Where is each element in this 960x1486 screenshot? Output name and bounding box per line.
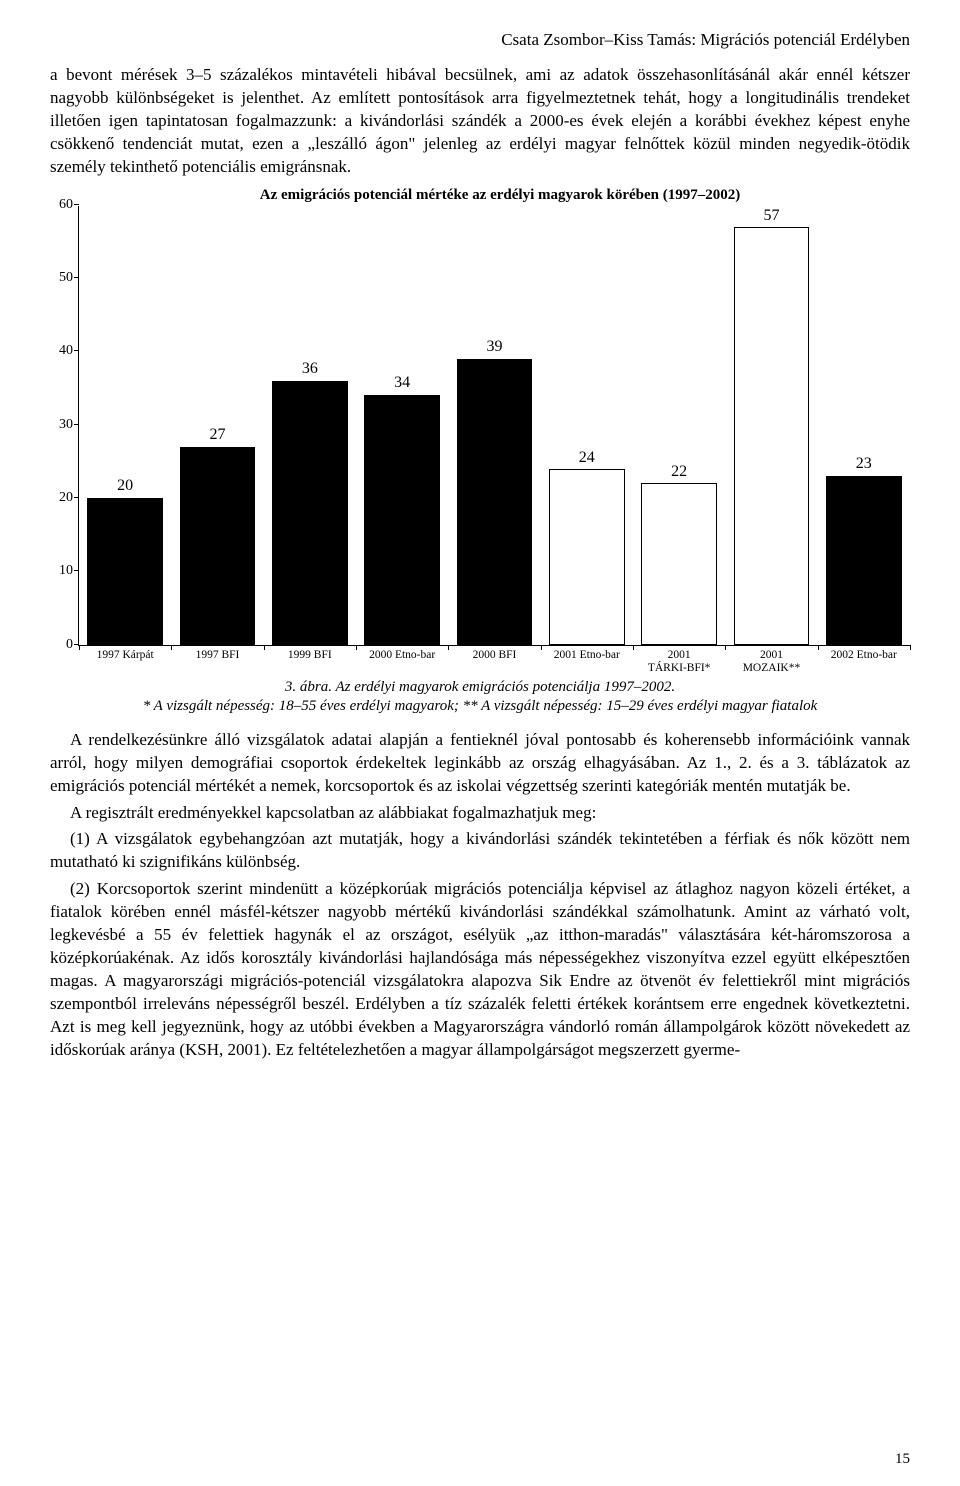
x-axis-label: 2000 BFI (473, 649, 517, 662)
x-tick (725, 645, 726, 650)
chart-bar: 27 (180, 447, 256, 645)
bar-slot: 232002 Etno-bar (818, 206, 910, 645)
bar-value-label: 23 (856, 455, 872, 473)
chart-plot-area: 201997 Kárpát271997 BFI361999 BFI342000 … (78, 206, 910, 646)
chart-bar: 57 (734, 227, 810, 645)
chart-bars-row: 201997 Kárpát271997 BFI361999 BFI342000 … (79, 206, 910, 645)
y-tick (74, 570, 79, 571)
bar-slot: 271997 BFI (171, 206, 263, 645)
page-number: 15 (895, 1451, 910, 1468)
x-tick (79, 645, 80, 650)
bar-slot: 222001TÁRKI-BFI* (633, 206, 725, 645)
bar-value-label: 27 (209, 426, 225, 444)
y-tick (74, 350, 79, 351)
bar-slot: 242001 Etno-bar (541, 206, 633, 645)
chart-caption: 3. ábra. Az erdélyi magyarok emigrációs … (50, 678, 910, 717)
body-paragraph-4: (1) A vizsgálatok egybehangzóan azt muta… (50, 828, 910, 874)
x-tick (171, 645, 172, 650)
x-tick (448, 645, 449, 650)
body-paragraph-3: A regisztrált eredményekkel kapcsolatban… (50, 802, 910, 825)
x-tick (264, 645, 265, 650)
y-axis-label: 0 (66, 637, 79, 653)
y-tick (74, 277, 79, 278)
x-axis-label: 1999 BFI (288, 649, 332, 662)
chart-bar: 22 (641, 483, 717, 644)
x-axis-label: 2001TÁRKI-BFI* (648, 649, 711, 675)
x-tick (633, 645, 634, 650)
y-tick (74, 204, 79, 205)
chart-bar: 39 (457, 359, 533, 645)
x-axis-label: 2002 Etno-bar (831, 649, 897, 662)
chart-bar: 36 (272, 381, 348, 645)
chart-bar: 23 (826, 476, 902, 645)
bar-value-label: 22 (671, 463, 687, 481)
x-axis-label: 1997 BFI (196, 649, 240, 662)
y-axis-label: 20 (59, 490, 79, 506)
bar-value-label: 39 (486, 338, 502, 356)
bar-value-label: 24 (579, 449, 595, 467)
emigration-chart: Az emigrációs potenciál mértéke az erdél… (50, 187, 910, 646)
x-tick (356, 645, 357, 650)
chart-bar: 20 (87, 498, 163, 645)
chart-bar: 24 (549, 469, 625, 645)
chart-bar: 34 (364, 395, 440, 644)
y-tick (74, 424, 79, 425)
x-axis-label: 2001MOZAIK** (743, 649, 801, 675)
x-axis-label: 2001 Etno-bar (554, 649, 620, 662)
y-tick (74, 497, 79, 498)
y-axis-label: 60 (59, 197, 79, 213)
bar-slot: 572001MOZAIK** (725, 206, 817, 645)
x-tick (910, 645, 911, 650)
body-paragraph-2: A rendelkezésünkre álló vizsgálatok adat… (50, 729, 910, 798)
bar-slot: 201997 Kárpát (79, 206, 171, 645)
bar-slot: 342000 Etno-bar (356, 206, 448, 645)
caption-line-2: * A vizsgált népesség: 18–55 éves erdély… (143, 698, 818, 714)
body-paragraph-5: (2) Korcsoportok szerint mindenütt a köz… (50, 878, 910, 1062)
x-tick (541, 645, 542, 650)
y-axis-label: 30 (59, 417, 79, 433)
x-tick (818, 645, 819, 650)
bar-value-label: 20 (117, 477, 133, 495)
caption-line-1: 3. ábra. Az erdélyi magyarok emigrációs … (285, 679, 675, 695)
body-paragraph-1: a bevont mérések 3–5 százalékos mintavét… (50, 64, 910, 179)
y-axis-label: 10 (59, 563, 79, 579)
bar-value-label: 36 (302, 360, 318, 378)
y-axis-label: 50 (59, 270, 79, 286)
bar-slot: 361999 BFI (264, 206, 356, 645)
bar-slot: 392000 BFI (448, 206, 540, 645)
running-header: Csata Zsombor–Kiss Tamás: Migrációs pote… (50, 30, 910, 50)
x-axis-label: 2000 Etno-bar (369, 649, 435, 662)
x-axis-label: 1997 Kárpát (97, 649, 154, 662)
bar-value-label: 34 (394, 374, 410, 392)
chart-title: Az emigrációs potenciál mértéke az erdél… (50, 187, 910, 204)
y-axis-label: 40 (59, 343, 79, 359)
bar-value-label: 57 (763, 207, 779, 225)
